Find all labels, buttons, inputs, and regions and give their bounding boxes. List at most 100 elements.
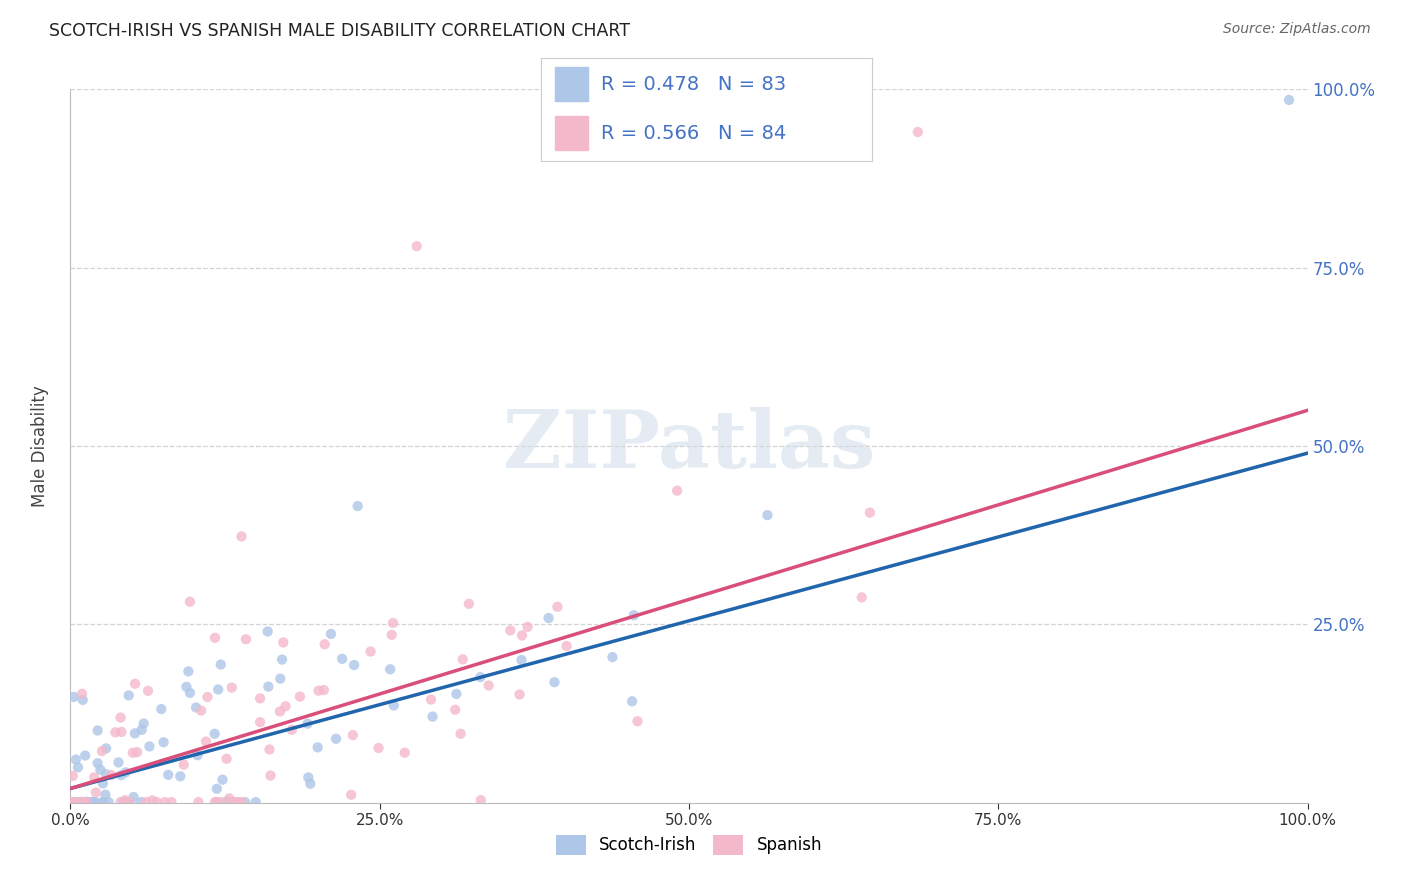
Point [537,611,560,625]
Point [621,694,644,708]
Point [450,727,472,741]
Point [228,795,250,809]
Point [382,698,405,713]
Point [62,690,84,704]
Point [115,795,138,809]
Point [859,506,882,520]
Point [110,768,132,782]
Point [114,793,136,807]
Point [72,693,94,707]
Point [259,768,281,782]
Point [150,702,173,716]
Point [107,756,129,770]
Point [100,768,122,782]
Point [84,786,107,800]
Point [132,716,155,731]
Point [245,795,267,809]
Point [381,628,404,642]
Point [62,795,84,809]
Point [269,672,291,686]
Point [66,760,89,774]
Point [129,795,152,809]
Point [217,794,239,808]
Point [204,795,226,809]
Point [176,680,198,694]
Point [378,662,401,676]
Point [271,652,294,666]
Point [271,635,294,649]
Point [122,789,145,804]
Point [330,652,353,666]
Point [146,795,169,809]
Point [179,686,201,700]
Point [623,608,645,623]
Point [444,703,467,717]
Text: R = 0.478   N = 83: R = 0.478 N = 83 [600,75,786,94]
Point [546,599,568,614]
Point [63,795,86,809]
Point [218,791,240,805]
Point [118,795,141,809]
Point [124,726,146,740]
Point [83,795,105,809]
Point [91,795,114,809]
Point [117,795,139,809]
Point [153,795,176,809]
Point [75,748,97,763]
Point [297,716,319,731]
Point [135,795,157,809]
Point [209,657,232,672]
Point [233,795,256,809]
Point [257,680,280,694]
Point [342,728,364,742]
Point [83,795,105,809]
Point [1278,93,1301,107]
Point [851,591,873,605]
Point [312,683,335,698]
Point [222,795,245,809]
Point [94,741,117,756]
Point [221,681,243,695]
Text: Source: ZipAtlas.com: Source: ZipAtlas.com [1223,22,1371,37]
Point [110,710,132,724]
Point [86,723,108,738]
Point [288,690,311,704]
Point [215,752,238,766]
Point [120,795,142,809]
Point [543,675,565,690]
Point [190,704,212,718]
Point [62,769,84,783]
Point [756,508,779,522]
Text: ZIPatlas: ZIPatlas [503,407,875,485]
Point [136,683,159,698]
Point [307,740,329,755]
Point [94,767,117,781]
Point [509,688,531,702]
Point [80,795,103,809]
Point [225,795,247,809]
Point [76,795,98,809]
Point [138,739,160,754]
Point [141,793,163,807]
Point [104,725,127,739]
Point [173,757,195,772]
Point [256,624,278,639]
Point [160,795,183,809]
Point [907,125,929,139]
Point [89,763,111,777]
Point [274,699,297,714]
Point [66,795,89,809]
Point [70,687,93,701]
Point [90,744,112,758]
Point [121,746,143,760]
Point [125,745,148,759]
Point [91,795,114,809]
Bar [554,117,588,150]
Point [235,632,257,647]
Point [205,781,228,796]
Point [382,615,405,630]
Point [420,692,443,706]
Point [124,677,146,691]
Point [118,689,141,703]
Point [211,795,233,809]
